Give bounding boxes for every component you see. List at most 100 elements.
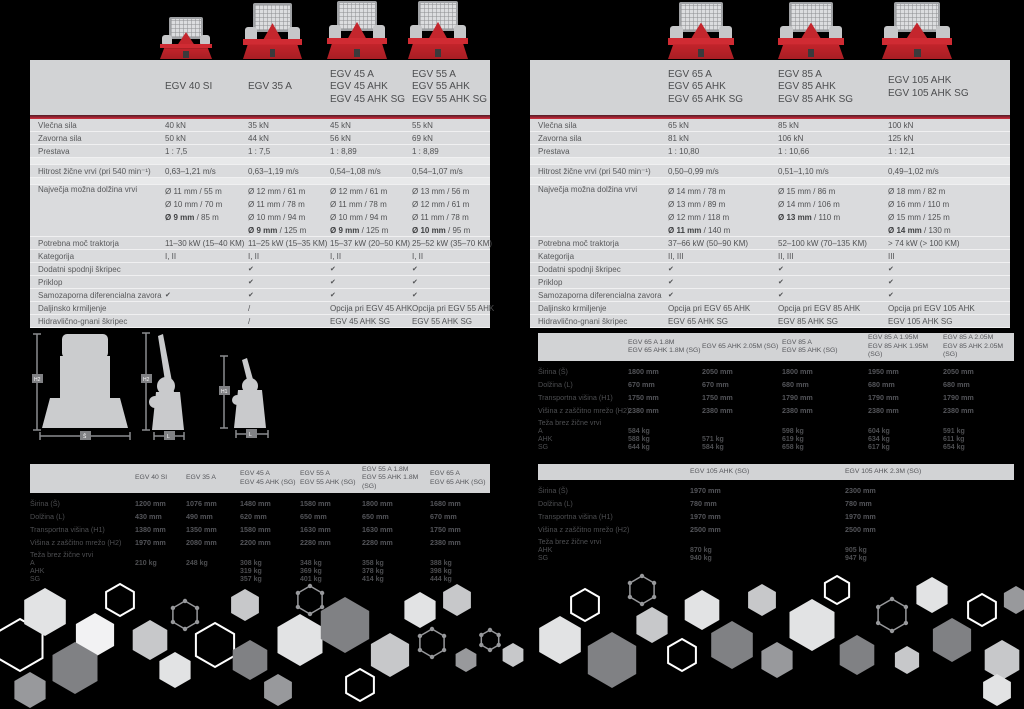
column-header: EGV 55 A EGV 55 AHK EGV 55 AHK SG	[412, 69, 490, 107]
hexagon-shape	[1003, 586, 1024, 614]
spec-cell: /	[248, 303, 251, 313]
dim-cell: 1480 mm	[240, 499, 271, 508]
dim-cell: 1750 mm	[430, 525, 461, 534]
dim-cell: 1680 mm	[430, 499, 461, 508]
row-label: Kategorija	[38, 251, 75, 261]
product-name: EGV 85 AHK SG	[778, 93, 854, 105]
dim-row: Dolžina (L) 430 mm 490 mm 620 mm 650 mm 650 m…	[30, 510, 490, 523]
dim-row: Širina (Š) 1200 mm 1076 mm 1480 mm 1580 mm 18…	[30, 497, 490, 510]
spec-row: Hidravlično-gnani škripec EGV 65 AHK SG EG…	[530, 315, 1010, 328]
column-header: EGV 35 A	[186, 474, 240, 483]
dim-cell: 650 mm	[362, 512, 389, 521]
spec-cell-line: Ø 15 mm / 86 m	[778, 187, 836, 196]
hexagon-shape	[932, 618, 972, 662]
hexagon-vertex-dot	[889, 628, 895, 634]
hexagon-shape	[455, 648, 477, 672]
product-name: EGV 65 AHK 2.05M (SG)	[702, 342, 779, 350]
row-label: Potrebna moč traktorja	[38, 238, 119, 248]
hexagon-vertex-dot	[429, 626, 435, 632]
dim-box-length	[164, 431, 175, 440]
winch-image-egv-105	[882, 2, 952, 59]
dim-cell: 2080 mm	[186, 538, 217, 547]
hexagon-shape	[570, 587, 600, 623]
dim-cell: 617 kg	[868, 443, 890, 451]
spec-row: Hitrost žične vrvi (pri 540 min⁻¹) 0,50–0…	[530, 165, 1010, 178]
column-header: EGV 85 A 2.05M EGV 85 AHK 2.05M (SG)	[943, 334, 1014, 360]
hexagon-vertex-dot	[194, 605, 200, 611]
product-name: EGV 65 A	[430, 470, 460, 477]
spec-row: Kategorija II, III II, III III	[530, 250, 1010, 263]
hexagon-shape	[320, 597, 370, 653]
spec-cell-line: Ø 10 mm / 95 m	[412, 226, 471, 235]
dim-table-header: EGV 65 A 1.8M EGV 65 AHK 1.8M (SG) EGV 65 …	[538, 333, 1014, 361]
spec-row: Vlečna sila 40 kN 35 kN 45 kN 55 kN	[30, 119, 490, 132]
spec-table-egv35-55: EGV 40 SI EGV 35 A EGV 45 A EGV 45 AHK EGV 4…	[30, 60, 494, 328]
hexagon-shape	[194, 621, 236, 669]
rope-diameter-bold: Ø 9 mm	[165, 213, 195, 222]
spec-cell: Opcija pri EGV 85 AHK	[778, 303, 861, 313]
winch-image-egv-55	[408, 1, 468, 59]
dim-cell: 1970 mm	[845, 512, 876, 521]
hexagon-shape	[984, 640, 1020, 680]
hexagon-shape	[839, 635, 875, 675]
frame-beam	[160, 43, 212, 49]
hexagon-shape	[172, 600, 198, 630]
dim-label-side-height: H2	[143, 377, 150, 383]
hexagon-shape	[761, 642, 793, 678]
column-header: EGV 85 A 1.95M EGV 85 AHK 1.95M (SG)	[868, 334, 943, 360]
rope-drum-right	[373, 25, 386, 42]
hexagon-vertex-dot	[182, 626, 188, 632]
hexagon-vertex-dot	[319, 604, 325, 610]
spec-cell: ✔	[412, 292, 418, 299]
dim-box-width	[80, 431, 91, 440]
spec-cell: 11–30 kW (15–40 KM)	[165, 238, 245, 248]
spec-cell-line: Ø 13 mm / 56 m	[412, 187, 470, 196]
dim-cell: 1790 mm	[943, 393, 974, 402]
row-label: Dodatni spodnji škripec	[538, 264, 621, 274]
product-name: EGV 45 A	[330, 68, 374, 80]
dim-label-front-width: Š	[83, 433, 87, 440]
spec-cell: Opcija pri EGV 55 AHK	[412, 303, 495, 313]
row-label: SG	[30, 575, 41, 583]
dim-cell: 619 kg	[782, 435, 804, 443]
hexagon-shape	[231, 589, 259, 621]
dim-cell: 358 kg	[362, 559, 384, 567]
hexagon-vertex-dot	[441, 633, 447, 639]
spec-cell: 1 : 10,80	[668, 146, 700, 156]
frame-beam	[668, 38, 734, 45]
rope-diameter-bold: Ø 13 mm	[778, 213, 812, 222]
column-header: EGV 105 AHK (SG)	[690, 468, 845, 477]
dim-cell: 2380 mm	[702, 406, 733, 415]
hexagon-shape	[748, 584, 776, 616]
product-name: EGV 55 AHK 1.8M (SG)	[362, 474, 419, 490]
row-label: Dodatni spodnji škripec	[38, 264, 121, 274]
spec-row: Potrebna moč traktorja 11–30 kW (15–40 KM…	[30, 237, 492, 250]
dim-cell: 2200 mm	[240, 538, 271, 547]
spec-cell: 35 kN	[248, 120, 269, 130]
dim-cell: 584 kg	[628, 427, 650, 435]
dim-box-h1	[219, 386, 230, 395]
hexagon-vertex-dot	[295, 590, 301, 596]
frame-beam	[327, 38, 387, 45]
hexagon-vertex-dot	[170, 605, 176, 611]
spec-cell: ✔	[668, 279, 674, 286]
product-name: EGV 40 SI	[135, 474, 168, 482]
product-name: EGV 35 A	[186, 474, 216, 482]
spec-cell: Opcija pri EGV 45 AHK	[330, 303, 413, 313]
spec-cell: 44 kN	[248, 133, 269, 143]
spec-cell: ✔	[330, 266, 336, 273]
dim-cell: 2280 mm	[362, 538, 393, 547]
dim-cell: 1790 mm	[868, 393, 899, 402]
row-label: Vlečna sila	[38, 120, 77, 130]
dim-cell: 444 kg	[430, 575, 452, 583]
spec-cell: I, II	[165, 251, 177, 261]
hexagon-shape	[877, 598, 907, 632]
hexagon-vertex-dot	[889, 596, 895, 602]
spec-row: Dodatni spodnji škripec ✔ ✔ ✔	[30, 263, 490, 276]
spec-cell: EGV 105 AHK SG	[888, 316, 953, 326]
spec-cell: ✔	[888, 292, 894, 299]
spec-cell: I, II	[248, 251, 260, 261]
column-header: EGV 65 AHK 2.05M (SG)	[702, 343, 782, 352]
product-name: EGV 55 A	[412, 68, 456, 80]
